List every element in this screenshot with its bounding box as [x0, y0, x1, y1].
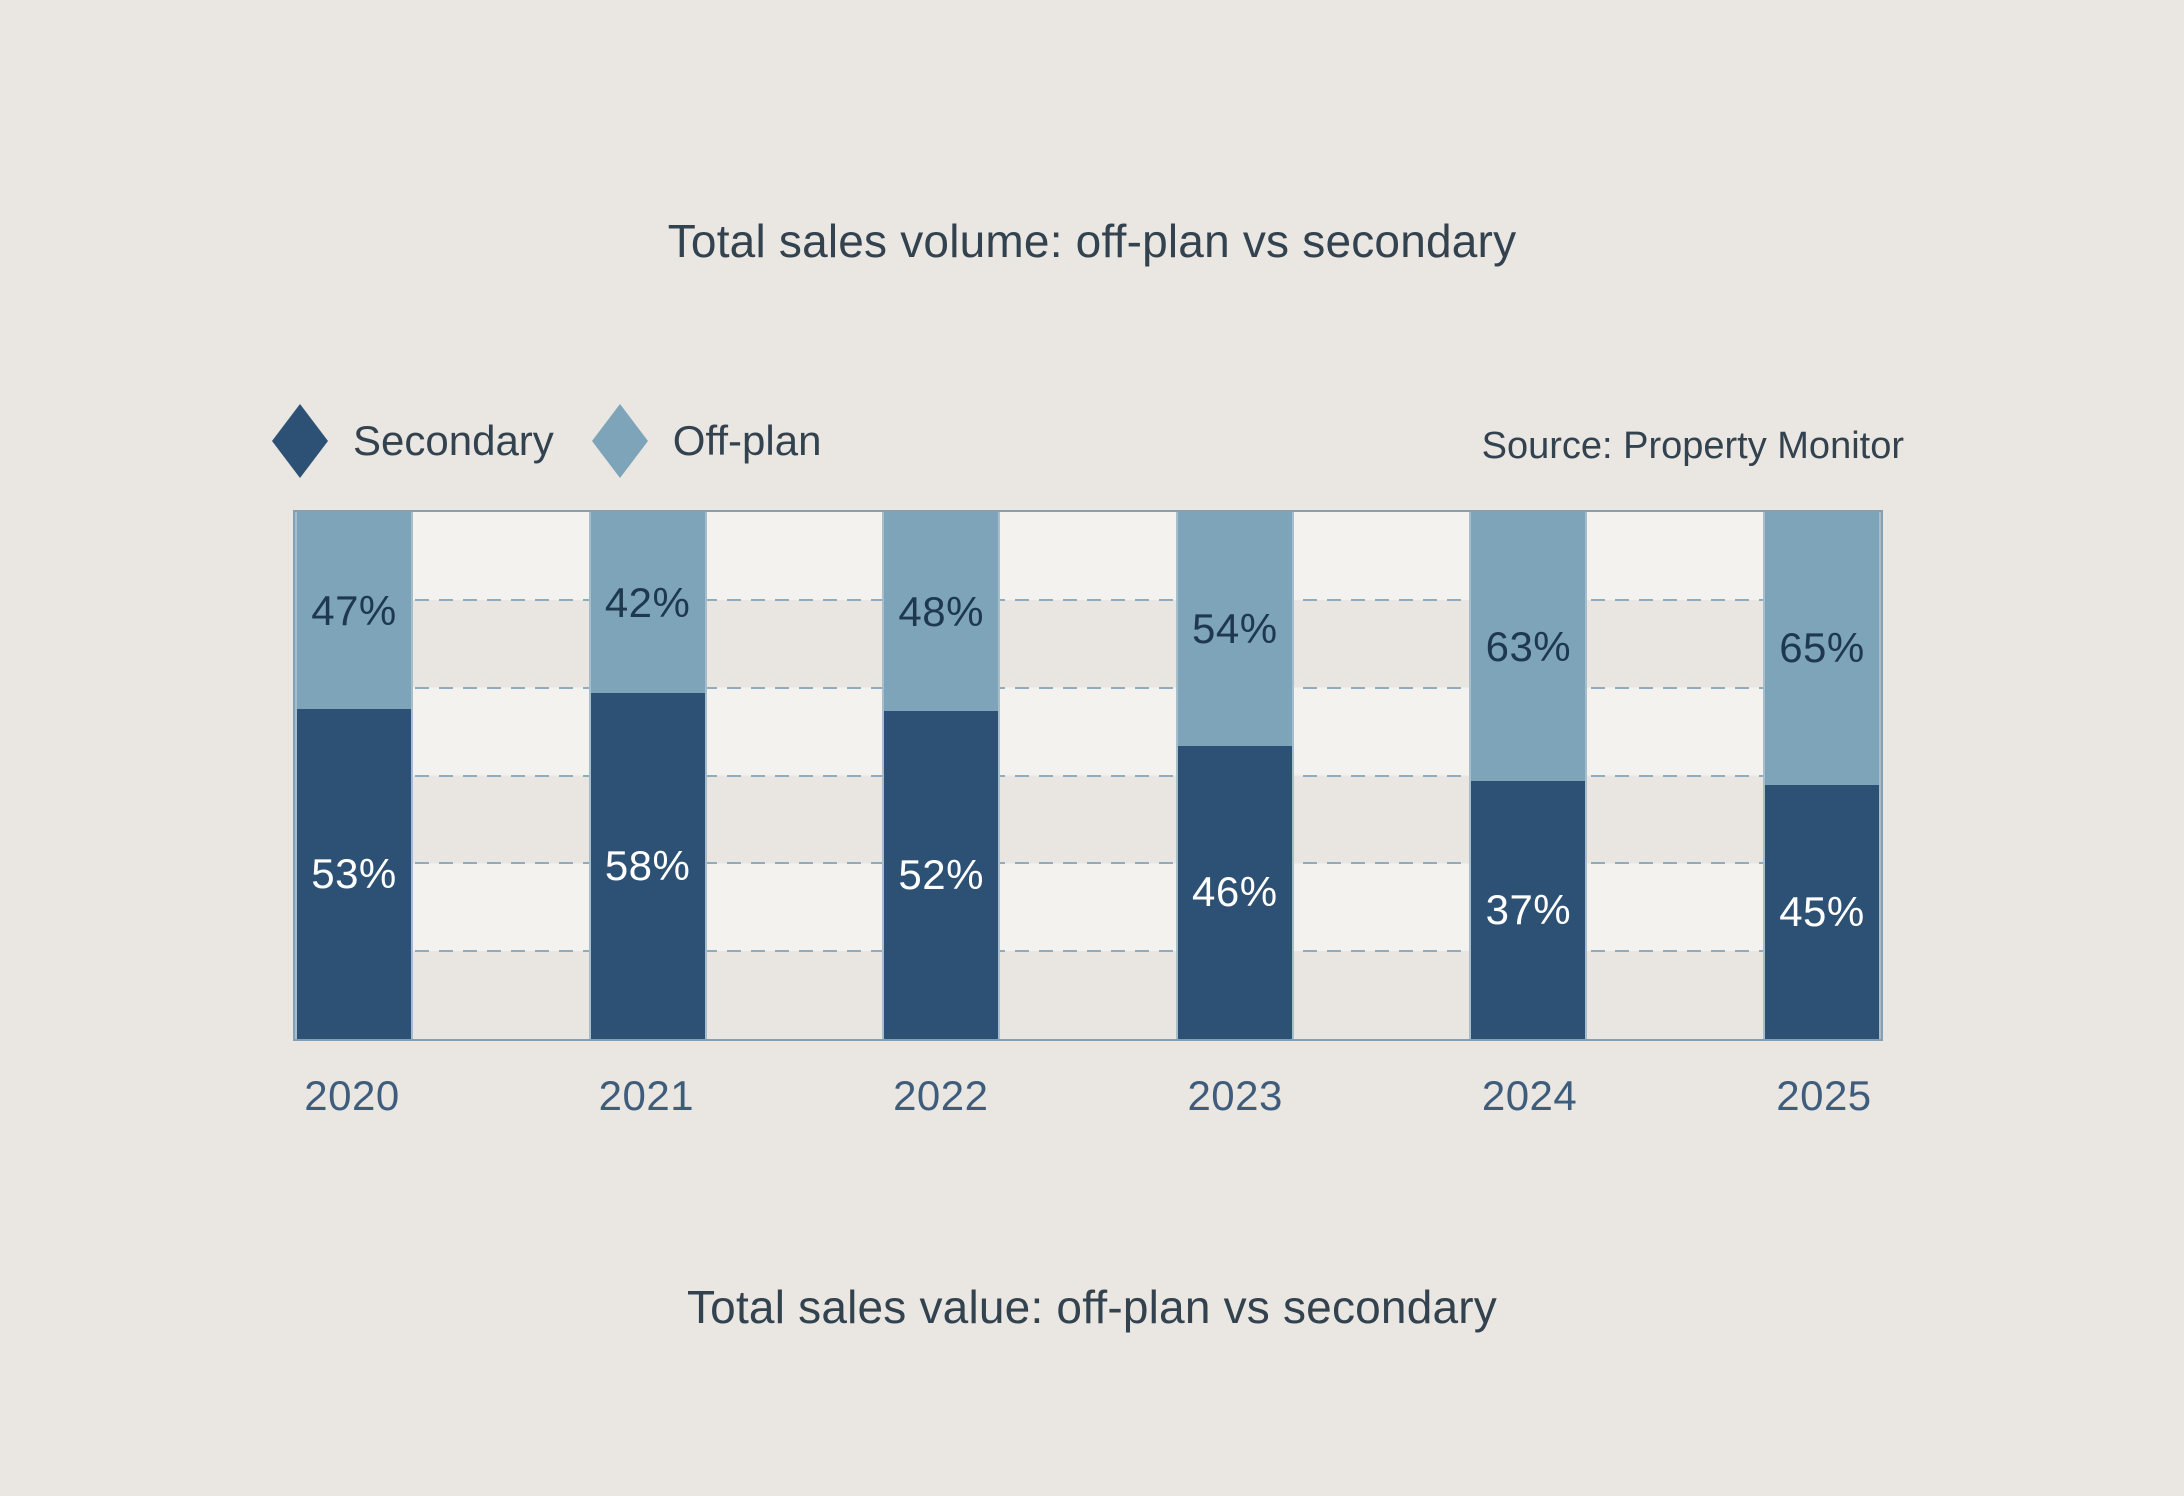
offplan-segment-2022: 48%: [884, 512, 999, 712]
year-label-2021: 2021: [598, 1072, 695, 1119]
gridline: [295, 774, 1881, 777]
diamond-secondary-icon: [272, 404, 328, 478]
gridline: [295, 686, 1881, 689]
secondary-value-label: 52%: [898, 851, 984, 899]
diamond-offplan-icon: [591, 404, 648, 478]
offplan-value-label: 63%: [1485, 622, 1572, 670]
legend: Secondary Off-plan: [272, 404, 821, 478]
year-label-2022: 2022: [893, 1072, 989, 1119]
offplan-value-label: 65%: [1779, 624, 1865, 672]
chart-title-top: Total sales volume: off-plan vs secondar…: [667, 215, 1517, 267]
year-label-2020: 2020: [304, 1072, 400, 1119]
offplan-value-label: 47%: [311, 586, 397, 634]
offplan-value-label: 48%: [898, 587, 984, 635]
bars-row: 47% 53% 42% 58% 48% 52%: [295, 512, 1881, 1039]
legend-label-secondary: Secondary: [353, 417, 554, 464]
bar-2025: 65% 45%: [1762, 512, 1881, 1039]
gridline: [295, 862, 1881, 865]
bar-2021: 42% 58%: [588, 512, 707, 1039]
plot-area: 47% 53% 42% 58% 48% 52%: [293, 510, 1883, 1041]
year-label-2025: 2025: [1776, 1072, 1872, 1119]
secondary-segment-2023: 46%: [1177, 745, 1292, 1039]
secondary-value-label: 53%: [311, 850, 397, 898]
secondary-value-label: 46%: [1192, 868, 1278, 916]
year-label-2024: 2024: [1481, 1072, 1578, 1119]
legend-label-offplan: Off-plan: [672, 417, 822, 464]
secondary-segment-2025: 45%: [1764, 784, 1879, 1039]
secondary-segment-2020: 53%: [297, 709, 411, 1039]
bar-2023: 54% 46%: [1175, 512, 1294, 1039]
offplan-segment-2024: 63%: [1471, 512, 1586, 782]
offplan-segment-2025: 65%: [1764, 512, 1879, 785]
x-axis-labels: 2020 2021 2022 2023 2024 2025: [293, 1072, 1883, 1120]
secondary-segment-2024: 37%: [1471, 781, 1586, 1039]
secondary-segment-2022: 52%: [884, 711, 999, 1039]
bar-2022: 48% 52%: [882, 512, 1001, 1039]
offplan-segment-2020: 47%: [297, 512, 411, 710]
bar-2020: 47% 53%: [295, 512, 413, 1039]
secondary-value-label: 37%: [1485, 886, 1572, 934]
year-label-2023: 2023: [1187, 1072, 1283, 1119]
gridline: [295, 950, 1881, 953]
secondary-value-label: 58%: [604, 842, 691, 890]
legend-item-offplan: Off-plan: [591, 404, 822, 478]
secondary-segment-2021: 58%: [590, 693, 705, 1039]
chart-title-bottom: Total sales value: off-plan vs secondary: [686, 1281, 1498, 1333]
secondary-value-label: 45%: [1779, 887, 1865, 935]
source-note: Source: Property Monitor: [1481, 425, 1904, 467]
bar-2024: 63% 37%: [1469, 512, 1588, 1039]
legend-item-secondary: Secondary: [272, 404, 554, 478]
gridline: [295, 598, 1881, 601]
offplan-segment-2023: 54%: [1177, 512, 1292, 746]
offplan-segment-2021: 42%: [590, 512, 705, 694]
offplan-value-label: 42%: [604, 578, 691, 626]
offplan-value-label: 54%: [1192, 604, 1278, 652]
